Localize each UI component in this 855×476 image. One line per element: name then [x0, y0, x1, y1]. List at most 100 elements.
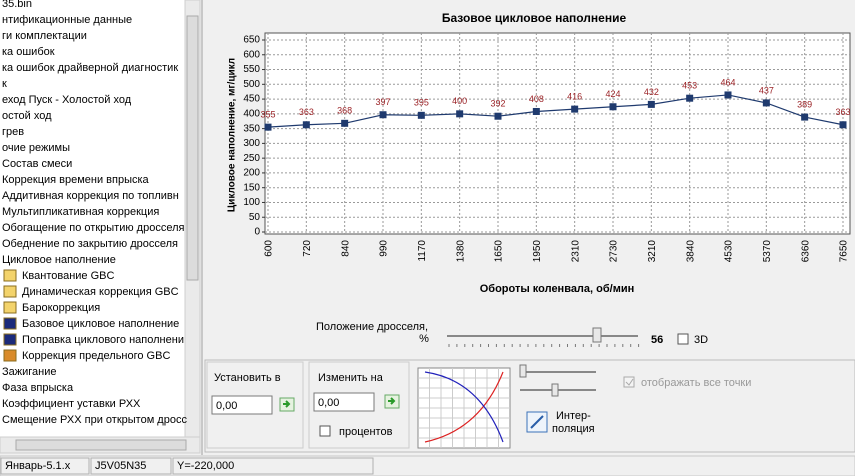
x-tick-label: 3210 — [647, 240, 658, 263]
tree-item: Барокоррекция — [22, 302, 100, 314]
set-input[interactable] — [211, 395, 273, 415]
x-tick-label: 2310 — [570, 240, 581, 263]
throttle-unit: % — [419, 333, 429, 345]
x-tick-label: 1650 — [494, 240, 505, 263]
x-axis-label: Обороты коленвала, об/мин — [480, 283, 635, 295]
status-panels: Январь-5.1.x J5V05N35 Y=-220,000 — [0, 457, 374, 475]
status-text: Y=-220,000 — [177, 460, 234, 472]
x-tick-label: 2730 — [609, 240, 620, 263]
tree-item: Фаза впрыска — [2, 382, 74, 394]
x-tick-label: 6360 — [800, 240, 811, 263]
data-point — [456, 110, 464, 118]
arrow-icon — [283, 400, 291, 408]
x-tick-label: 1950 — [532, 240, 543, 263]
tree-item: нтификационные данные — [2, 14, 132, 26]
status-text: Январь-5.1.x — [5, 460, 71, 472]
tree-item: Мультипликативная коррекция — [2, 206, 159, 218]
plot-area — [264, 32, 851, 235]
status-panel — [90, 457, 172, 475]
y-axis-label: Цикловое наполнение, мг/цикл — [227, 58, 238, 212]
set-input-value: 0,00 — [216, 400, 237, 412]
data-point — [494, 112, 502, 120]
data-label: 453 — [682, 81, 697, 91]
y-tick-label: 350 — [243, 123, 260, 134]
percent-checkbox[interactable] — [319, 425, 331, 437]
x-tick-label: 4530 — [724, 240, 735, 263]
y-tick-label: 200 — [243, 168, 260, 179]
y-tick-label: 100 — [243, 197, 260, 208]
tree-item: Динамическая коррекция GBC — [22, 286, 179, 298]
checkbox-3d[interactable] — [677, 333, 689, 345]
tree-item: Коррекция предельного GBC — [22, 350, 170, 362]
x-tick-label: 7650 — [839, 240, 850, 263]
preview-curve — [424, 371, 504, 443]
h-scroll-thumb[interactable] — [15, 439, 187, 451]
tree-item: ка ошибок — [2, 46, 55, 58]
data-point — [341, 119, 349, 127]
tree-icon — [3, 301, 17, 314]
interpolate-icon — [530, 415, 544, 429]
tree-icon — [3, 349, 17, 362]
tree-panel — [0, 0, 185, 437]
tree-item: остой ход — [2, 110, 52, 122]
tree-item: Обеднение по закрытию дросселя — [2, 238, 178, 250]
change-group — [308, 361, 410, 449]
tree-item: очие режимы — [2, 142, 70, 154]
throttle-value: 56 — [651, 334, 663, 346]
data-point — [647, 100, 655, 108]
data-label: 400 — [452, 96, 467, 106]
change-input-value: 0,00 — [318, 397, 339, 409]
data-label: 355 — [260, 110, 275, 120]
tree-icon — [3, 333, 17, 346]
data-label: 395 — [414, 98, 429, 108]
tree-item: Базовое цикловое наполнение — [22, 318, 179, 330]
data-label: 363 — [835, 107, 850, 117]
scroll-thumb[interactable] — [186, 15, 199, 281]
tree-item: к — [2, 78, 7, 90]
tree-item: грев — [2, 126, 24, 138]
x-tick-label: 840 — [340, 240, 351, 257]
tree-item: Аддитивная коррекция по топливн — [2, 190, 179, 202]
data-label: 464 — [720, 77, 735, 87]
data-label: 368 — [337, 106, 352, 116]
y-tick-label: 400 — [243, 108, 260, 119]
tree-item: Квантование GBC — [22, 270, 114, 282]
data-point — [762, 99, 770, 107]
y-tick-label: 250 — [243, 153, 260, 164]
tree-item: ка ошибок драйверной диагностик — [2, 62, 178, 74]
y-tick-label: 650 — [243, 35, 260, 46]
x-tick-label: 5370 — [762, 240, 773, 263]
arrow-icon — [388, 397, 396, 405]
tree-icon — [3, 269, 17, 282]
change-input[interactable] — [313, 392, 375, 412]
slider-thumb[interactable] — [551, 383, 559, 397]
x-tick-label: 3840 — [685, 240, 696, 263]
show-all-checkbox[interactable] — [623, 376, 635, 388]
data-point — [686, 94, 694, 102]
slider-thumb[interactable] — [592, 327, 602, 343]
tree-item: Цикловое наполнение — [2, 254, 116, 266]
data-point — [417, 111, 425, 119]
check-mark — [625, 378, 634, 386]
data-label: 416 — [567, 91, 582, 101]
status-panel — [172, 457, 374, 475]
tree-item: Коррекция времени впрыска — [2, 174, 150, 186]
y-tick-label: 150 — [243, 182, 260, 193]
set-label: Установить в — [214, 372, 281, 384]
data-label: 408 — [529, 94, 544, 104]
slider-ticks — [448, 344, 640, 347]
data-label: 363 — [299, 107, 314, 117]
series-line — [267, 94, 844, 128]
data-label: 397 — [375, 97, 390, 107]
data-point — [264, 123, 272, 131]
checkbox-3d-label: 3D — [694, 334, 708, 346]
tree-item: Обогащение по открытию дросселя — [2, 222, 184, 234]
slider-thumb[interactable] — [519, 364, 527, 378]
status-bar — [0, 455, 855, 476]
interpolate-label: Интер- — [556, 410, 591, 422]
data-point — [379, 111, 387, 119]
y-tick-label: 450 — [243, 94, 260, 105]
y-tick-label: 300 — [243, 138, 260, 149]
y-tick-label: 550 — [243, 64, 260, 75]
tree-item: Поправка циклового наполнени — [22, 334, 184, 346]
